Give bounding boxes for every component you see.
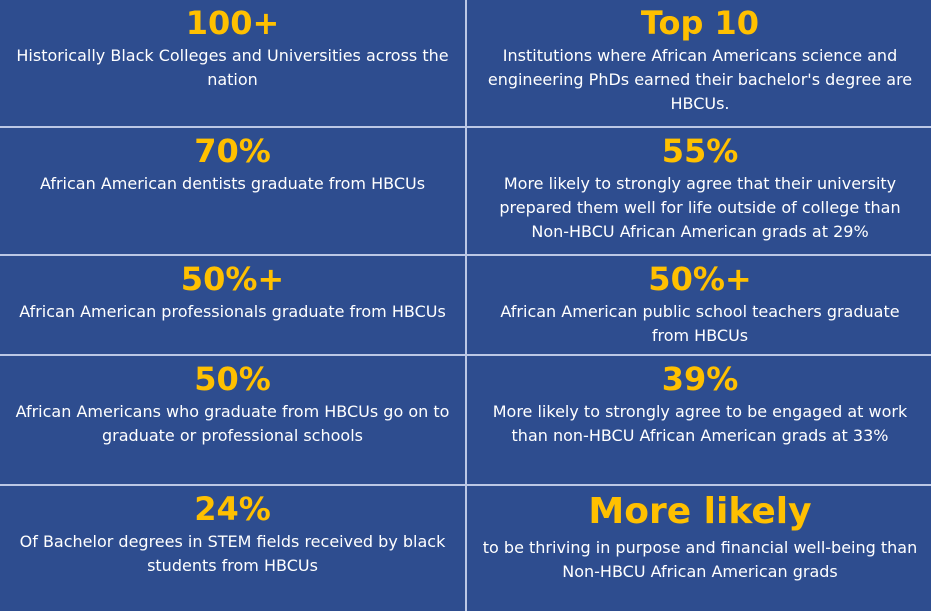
stat-value: 55% (661, 132, 739, 170)
stat-value: Top 10 (640, 4, 760, 42)
stat-description: African American dentists graduate from … (39, 174, 426, 193)
stat-value: 50% (194, 360, 271, 398)
stat-card-work-engagement: 39% More likely to strongly agree to be … (467, 356, 931, 484)
stat-card-graduate-school: 50% African Americans who graduate from … (0, 356, 465, 484)
stat-description: More likely to strongly agree to be enga… (492, 402, 908, 445)
stat-value: 50%+ (180, 260, 285, 298)
stat-description: More likely to strongly agree that their… (499, 174, 901, 241)
stat-card-thriving: More likely to be thriving in purpose an… (467, 486, 931, 611)
stat-description: Historically Black Colleges and Universi… (16, 46, 449, 89)
stat-card-top-institutions: Top 10 Institutions where African Americ… (467, 0, 931, 126)
stat-value: 50%+ (648, 260, 752, 298)
stat-value: 100+ (185, 4, 280, 42)
stat-card-professionals: 50%+ African American professionals grad… (0, 256, 465, 354)
stat-value: More likely (588, 491, 812, 532)
stat-card-dentists: 70% African American dentists graduate f… (0, 128, 465, 254)
stat-description: African American professionals graduate … (19, 302, 446, 321)
stat-card-life-preparation: 55% More likely to strongly agree that t… (467, 128, 931, 254)
stat-card-teachers: 50%+ African American public school teac… (467, 256, 931, 354)
stat-description: Institutions where African Americans sci… (487, 46, 913, 113)
stat-value: 24% (194, 490, 271, 528)
stat-description: Of Bachelor degrees in STEM fields recei… (19, 532, 446, 575)
stat-description: African American public school teachers … (500, 302, 900, 345)
stat-card-hbcu-count: 100+ Historically Black Colleges and Uni… (0, 0, 465, 126)
stat-description: African Americans who graduate from HBCU… (15, 402, 450, 445)
stat-value: 39% (661, 360, 739, 398)
stat-value: 70% (194, 132, 271, 170)
stat-card-stem-degrees: 24% Of Bachelor degrees in STEM fields r… (0, 486, 465, 611)
stat-description: to be thriving in purpose and financial … (482, 538, 918, 581)
